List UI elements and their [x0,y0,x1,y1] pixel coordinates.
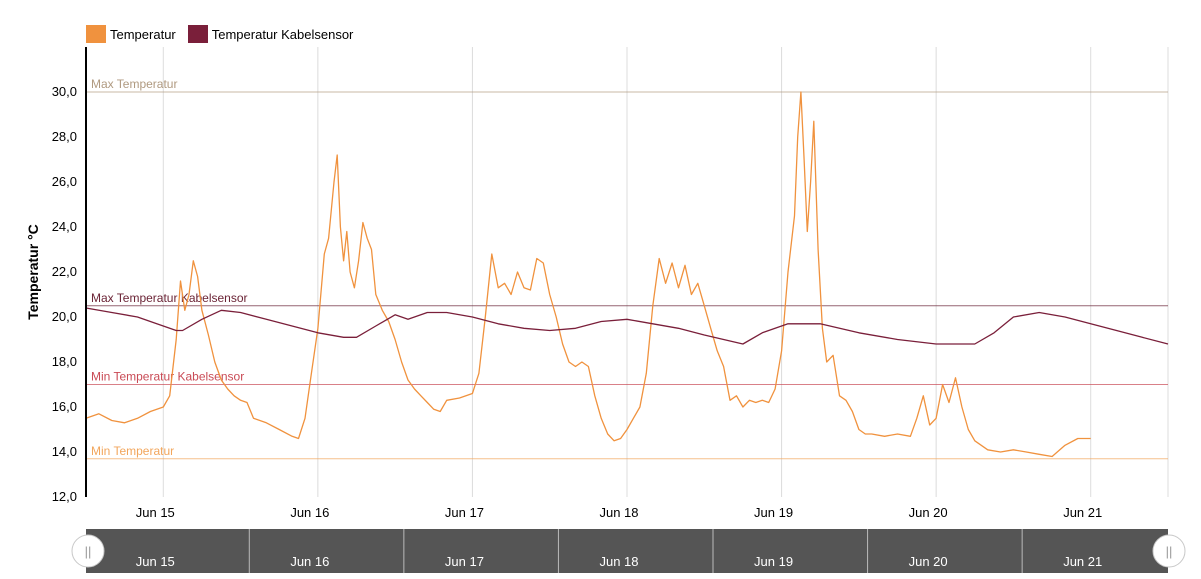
navigator-label: Jun 17 [445,554,484,569]
y-tick-label: 30,0 [52,84,77,99]
navigator-label: Jun 15 [136,554,175,569]
legend-label: Temperatur Kabelsensor [211,26,354,42]
reference-lines: Max Temperatur Max Temperatur Kabelsensor… [86,77,1168,460]
y-tick-label: 26,0 [52,174,77,189]
navigator-label: Jun 20 [909,554,948,569]
reference-line-label: Max Temperatur Kabelsensor [91,291,248,305]
y-tick-label: 16,0 [52,399,77,414]
y-tick-label: 20,0 [52,309,77,324]
legend-label: Temperatur [110,26,176,42]
y-tick-label: 14,0 [52,444,77,459]
time-navigator[interactable]: Jun 15 Jun 16 Jun 17 Jun 18 Jun 19 Jun 20 Jun … [71,529,1186,573]
handle-grip-icon: || [1166,544,1173,559]
x-tick-label: Jun 20 [909,505,948,520]
reference-line-label: Min Temperatur [91,444,174,458]
legend-item[interactable]: Temperatur Kabelsensor [187,25,354,43]
y-tick-label: 24,0 [52,219,77,234]
y-tick-label: 18,0 [52,354,77,369]
x-tick-label: Jun 15 [136,505,175,520]
x-tick-label: Jun 17 [445,505,484,520]
grid-lines [162,47,1169,497]
navigator-label: Jun 21 [1063,554,1102,569]
x-tick-label: Jun 16 [290,505,329,520]
navigator-label: Jun 16 [290,554,329,569]
x-tick-label: Jun 21 [1063,505,1102,520]
navigator-handle-right[interactable] [1152,534,1186,568]
y-tick-label: 12,0 [52,489,77,504]
series-line [85,307,1169,345]
series-lines [85,91,1169,458]
reference-line-label: Min Temperatur Kabelsensor [91,370,244,384]
legend-swatch [187,25,208,43]
legend-item[interactable]: Temperatur [86,25,176,43]
navigator-track [86,529,1168,573]
axes: 12,0 14,0 16,0 18,0 20,0 22,0 24,0 26,0 28,0 30,0… [52,47,1102,520]
handle-grip-icon: || [85,544,92,559]
x-tick-label: Jun 18 [599,505,638,520]
navigator-label: Jun 19 [754,554,793,569]
y-tick-label: 22,0 [52,264,77,279]
chart-legend: Temperatur Temperatur Kabelsensor [86,24,353,44]
y-axis-title: Temperatur °C [25,224,41,320]
legend-swatch [86,25,106,43]
x-tick-label: Jun 19 [754,505,793,520]
series-line [85,91,1091,458]
navigator-label: Jun 18 [599,554,638,569]
y-tick-label: 28,0 [52,129,77,144]
navigator-handle-left[interactable] [71,534,105,568]
reference-line-label: Max Temperatur [91,77,177,91]
